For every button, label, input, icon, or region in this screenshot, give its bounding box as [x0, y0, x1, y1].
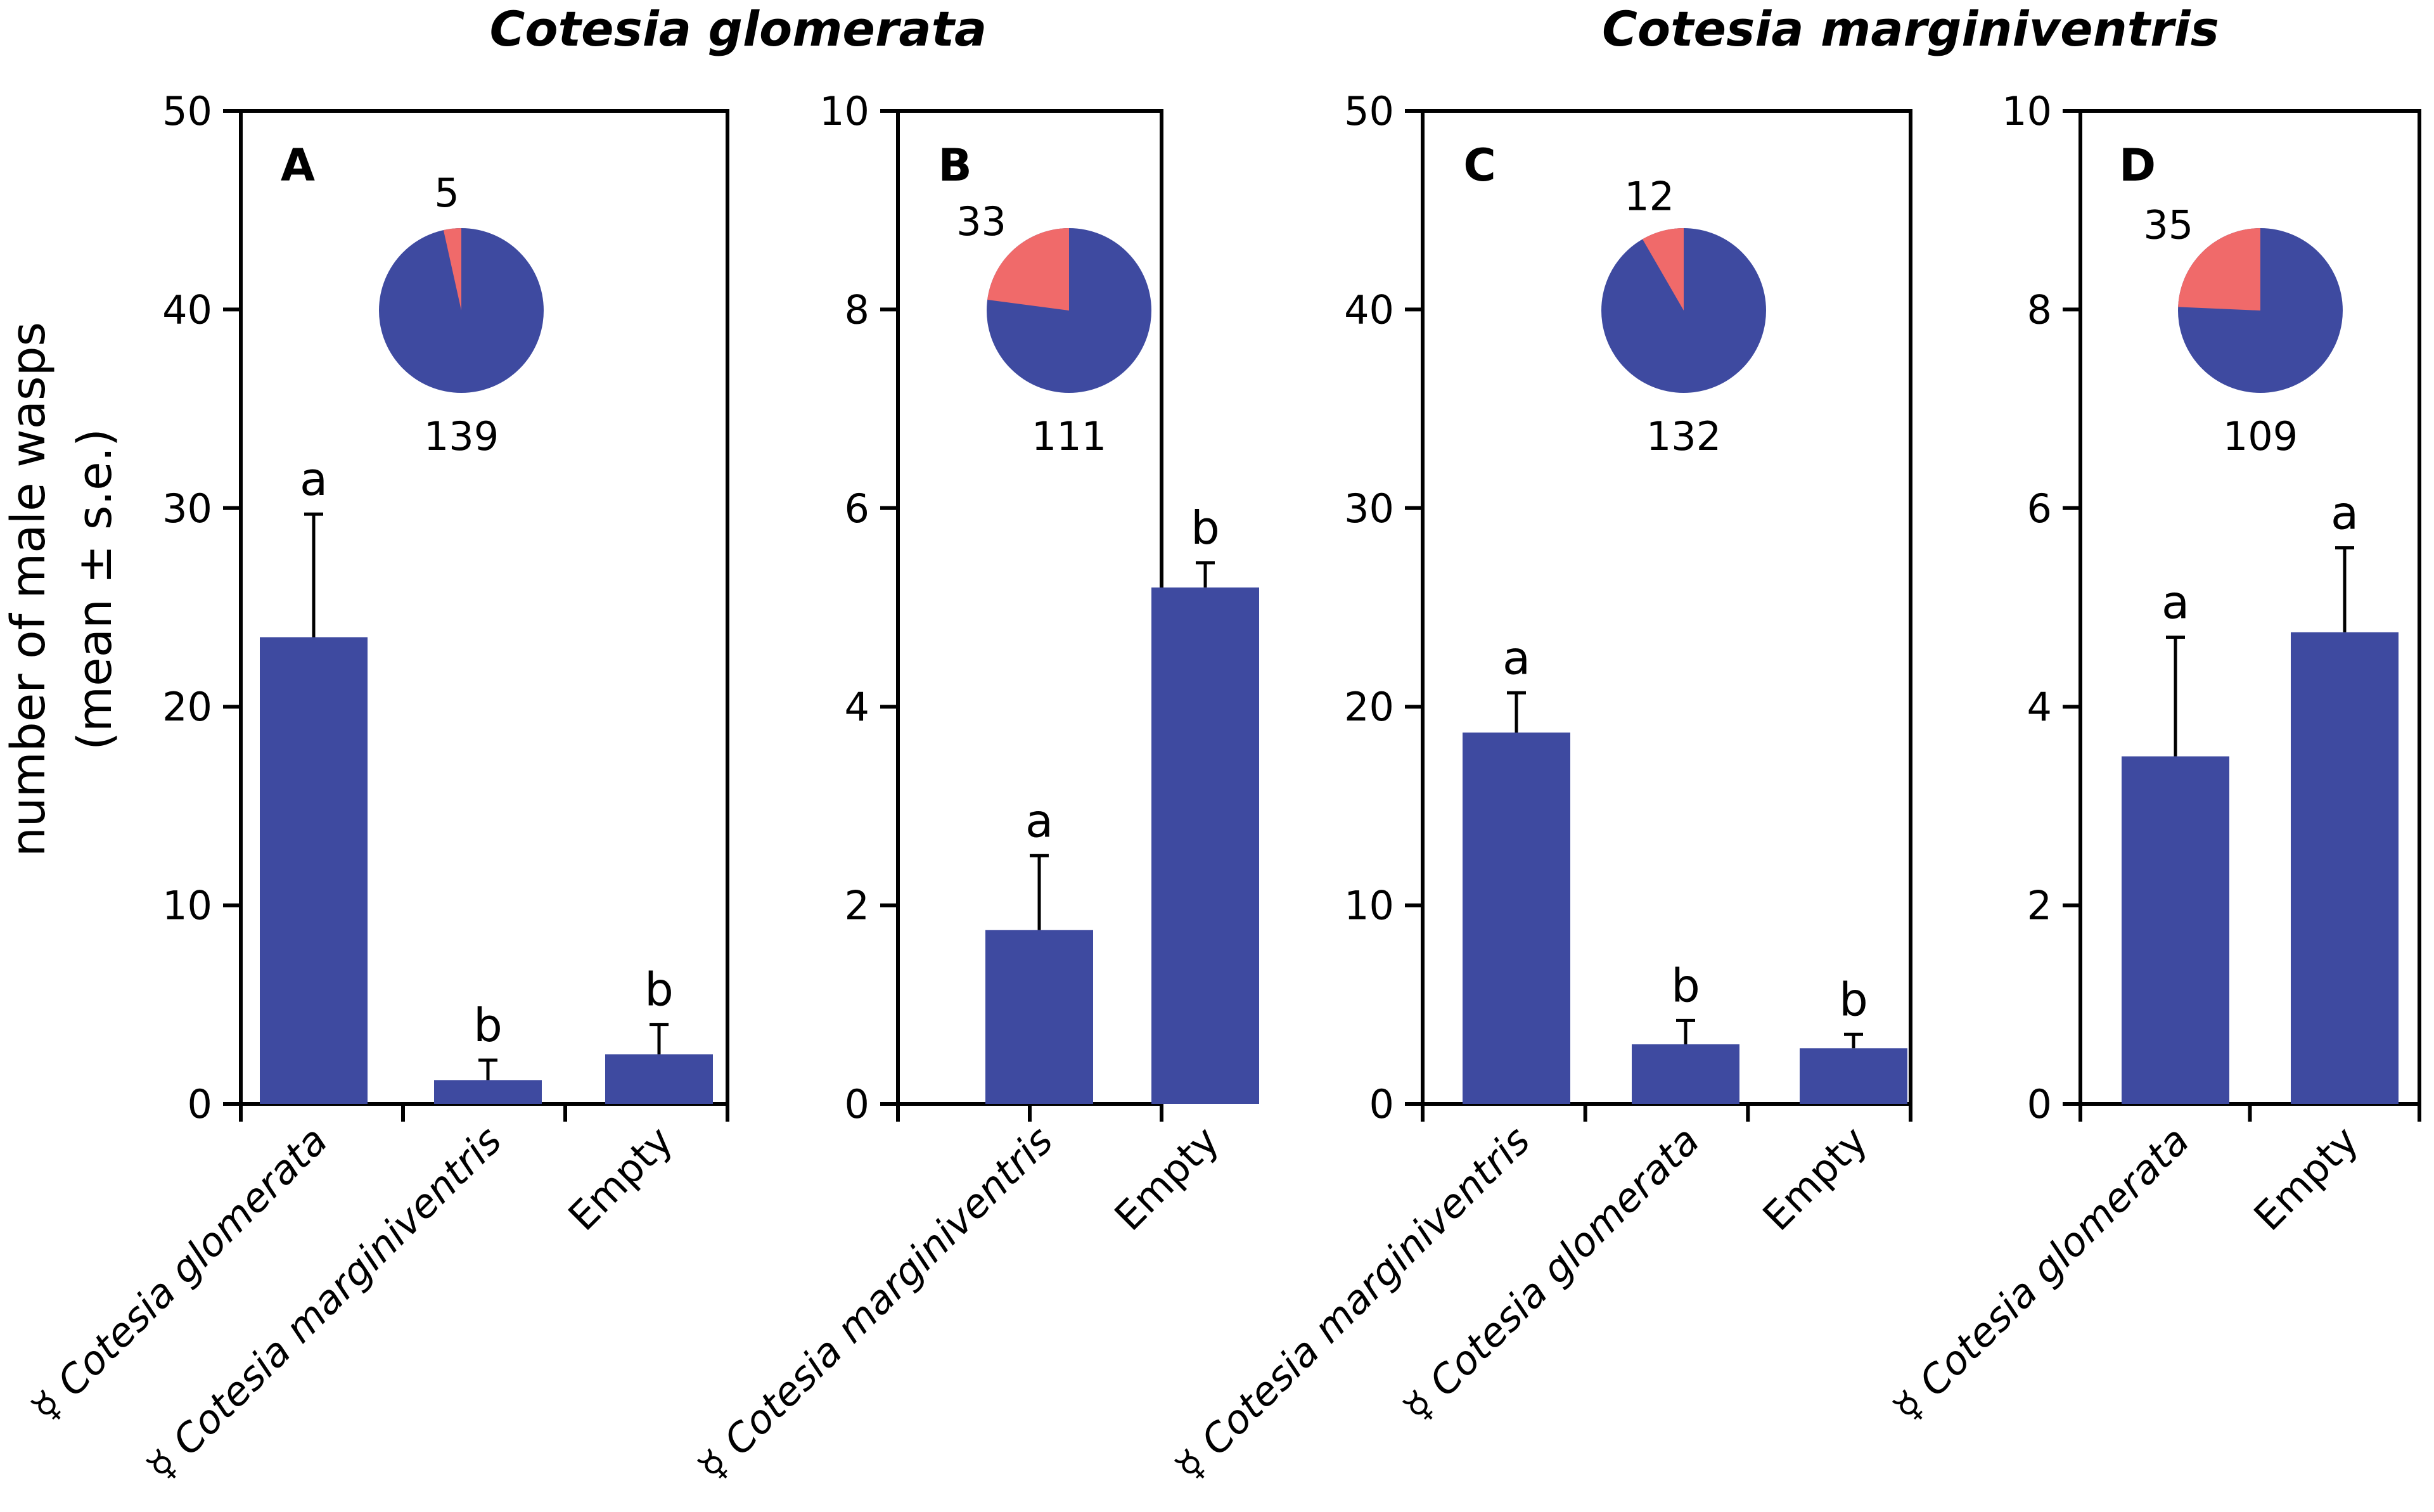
y-tick-label: 4	[845, 684, 869, 730]
y-tick-label: 40	[162, 286, 212, 333]
category-label-female-cotesia-marginiventris: ☿ Cotesia marginiventris	[138, 1117, 510, 1490]
species-name: Cotesia glomerata	[1910, 1117, 2198, 1405]
y-tick-label: 8	[845, 286, 869, 333]
bar-female-cotesia-marginiventris	[1463, 732, 1570, 1104]
y-axis-label-line1: number of male wasps	[1, 322, 56, 857]
y-tick-label: 10	[2002, 88, 2052, 134]
panel-d: 0 2 4 6 8 10 Da ☿ Cotesia glomerata a Empty 35 109	[1884, 88, 2421, 1431]
significance-letter: b	[1191, 501, 1220, 554]
y-tick-label: 10	[819, 88, 869, 134]
bar-empty	[2291, 632, 2399, 1104]
bar-female-cotesia-glomerata	[1632, 1044, 1739, 1104]
group-title-cotesia-marginiventris: Cotesia marginiventris	[1602, 1, 2219, 57]
category-label-empty: Empty	[2245, 1117, 2367, 1240]
y-tick-label: 30	[1344, 485, 1394, 532]
significance-letter: a	[2162, 576, 2189, 629]
y-tick-label: 6	[2027, 485, 2052, 532]
group-title-cotesia-glomerata: Cotesia glomerata	[490, 1, 987, 57]
species-name: Cotesia marginiventris	[715, 1117, 1062, 1464]
category-label-female-cotesia-marginiventris: ☿ Cotesia marginiventris	[689, 1117, 1061, 1490]
y-tick-label: 10	[1344, 883, 1394, 929]
bar-female-cotesia-marginiventris	[985, 930, 1093, 1104]
significance-letter: b	[644, 963, 674, 1016]
y-axis-label: number of male wasps (mean ± s.e.)	[1, 322, 122, 857]
pie-label-minor: 33	[956, 198, 1006, 245]
pie-label-minor: 35	[2143, 202, 2193, 248]
panel-letter: B	[938, 139, 971, 191]
y-tick-label: 0	[845, 1081, 869, 1127]
y-tick-label: 50	[162, 88, 212, 134]
y-axis-label-line2: (mean ± s.e.)	[68, 428, 122, 750]
panel-letter: A	[281, 139, 315, 191]
group-titles: Cotesia glomerata Cotesia marginiventris	[490, 1, 2219, 57]
significance-letter: b	[473, 999, 503, 1052]
y-tick-label: 40	[1344, 286, 1394, 333]
bar-female-cotesia-glomerata	[260, 637, 368, 1104]
pie-label-major: 111	[1032, 413, 1106, 459]
significance-letter: a	[1025, 794, 1053, 847]
panel-letter: C	[1463, 139, 1496, 191]
pie-label-minor: 12	[1624, 173, 1674, 219]
significance-letter: b	[1671, 959, 1700, 1012]
y-tick-label: 2	[2027, 883, 2052, 929]
bar-empty	[1151, 587, 1259, 1104]
category-label-empty: Empty	[1106, 1117, 1228, 1240]
y-tick-label: 0	[2027, 1081, 2052, 1127]
y-tick-label: 4	[2027, 684, 2052, 730]
y-tick-label: 20	[1344, 684, 1394, 730]
species-name: Cotesia marginiventris	[1192, 1117, 1539, 1464]
significance-letter: b	[1839, 973, 1868, 1026]
bar-empty	[605, 1054, 713, 1104]
y-tick-label: 10	[162, 883, 212, 929]
panel-c: 0 10 20 30 40 50 Ca ☿ Cotesia marginiventris b ☿ …	[1166, 88, 1912, 1490]
pie-slice-minor	[1643, 228, 1684, 311]
y-tick-label: 50	[1344, 88, 1394, 134]
category-label-female-cotesia-glomerata: ☿ Cotesia glomerata	[1394, 1117, 1708, 1431]
y-tick-label: 8	[2027, 286, 2052, 333]
significance-letter: a	[300, 452, 328, 506]
y-tick-label: 30	[162, 485, 212, 532]
pie-slice-minor	[443, 228, 461, 311]
category-label-female-cotesia-glomerata: ☿ Cotesia glomerata	[22, 1117, 336, 1431]
pie-label-minor: 5	[434, 170, 459, 216]
panel-letter: D	[2119, 139, 2156, 191]
significance-letter: a	[1502, 631, 1530, 684]
pie-slice-minor	[2178, 228, 2260, 311]
pie-label-major: 139	[424, 413, 499, 459]
bar-empty	[1800, 1048, 1907, 1104]
pie-label-major: 132	[1646, 413, 1721, 459]
y-tick-label: 0	[1369, 1081, 1394, 1127]
y-tick-label: 20	[162, 684, 212, 730]
category-label-female-cotesia-marginiventris: ☿ Cotesia marginiventris	[1166, 1117, 1539, 1490]
species-name: Cotesia marginiventris	[163, 1117, 511, 1464]
y-tick-label: 6	[845, 485, 869, 532]
pie-slice-minor	[987, 228, 1069, 311]
panel-a: 0 10 20 30 40 50 Aa ☿ Cotesia glomerata b ☿ Cotes…	[22, 88, 729, 1490]
bar-female-cotesia-marginiventris	[434, 1080, 542, 1104]
significance-letter: a	[2331, 486, 2359, 539]
y-tick-label: 2	[845, 883, 869, 929]
bar-female-cotesia-glomerata	[2122, 756, 2229, 1104]
y-tick-label: 0	[188, 1081, 212, 1127]
category-label-empty: Empty	[1754, 1117, 1876, 1240]
category-label-female-cotesia-glomerata: ☿ Cotesia glomerata	[1884, 1117, 2198, 1431]
panel-b: 0 2 4 6 8 10 Ba ☿ Cotesia marginiventris b Empty 3…	[689, 88, 1259, 1490]
pie-label-major: 109	[2223, 413, 2298, 459]
category-label-empty: Empty	[560, 1117, 682, 1240]
